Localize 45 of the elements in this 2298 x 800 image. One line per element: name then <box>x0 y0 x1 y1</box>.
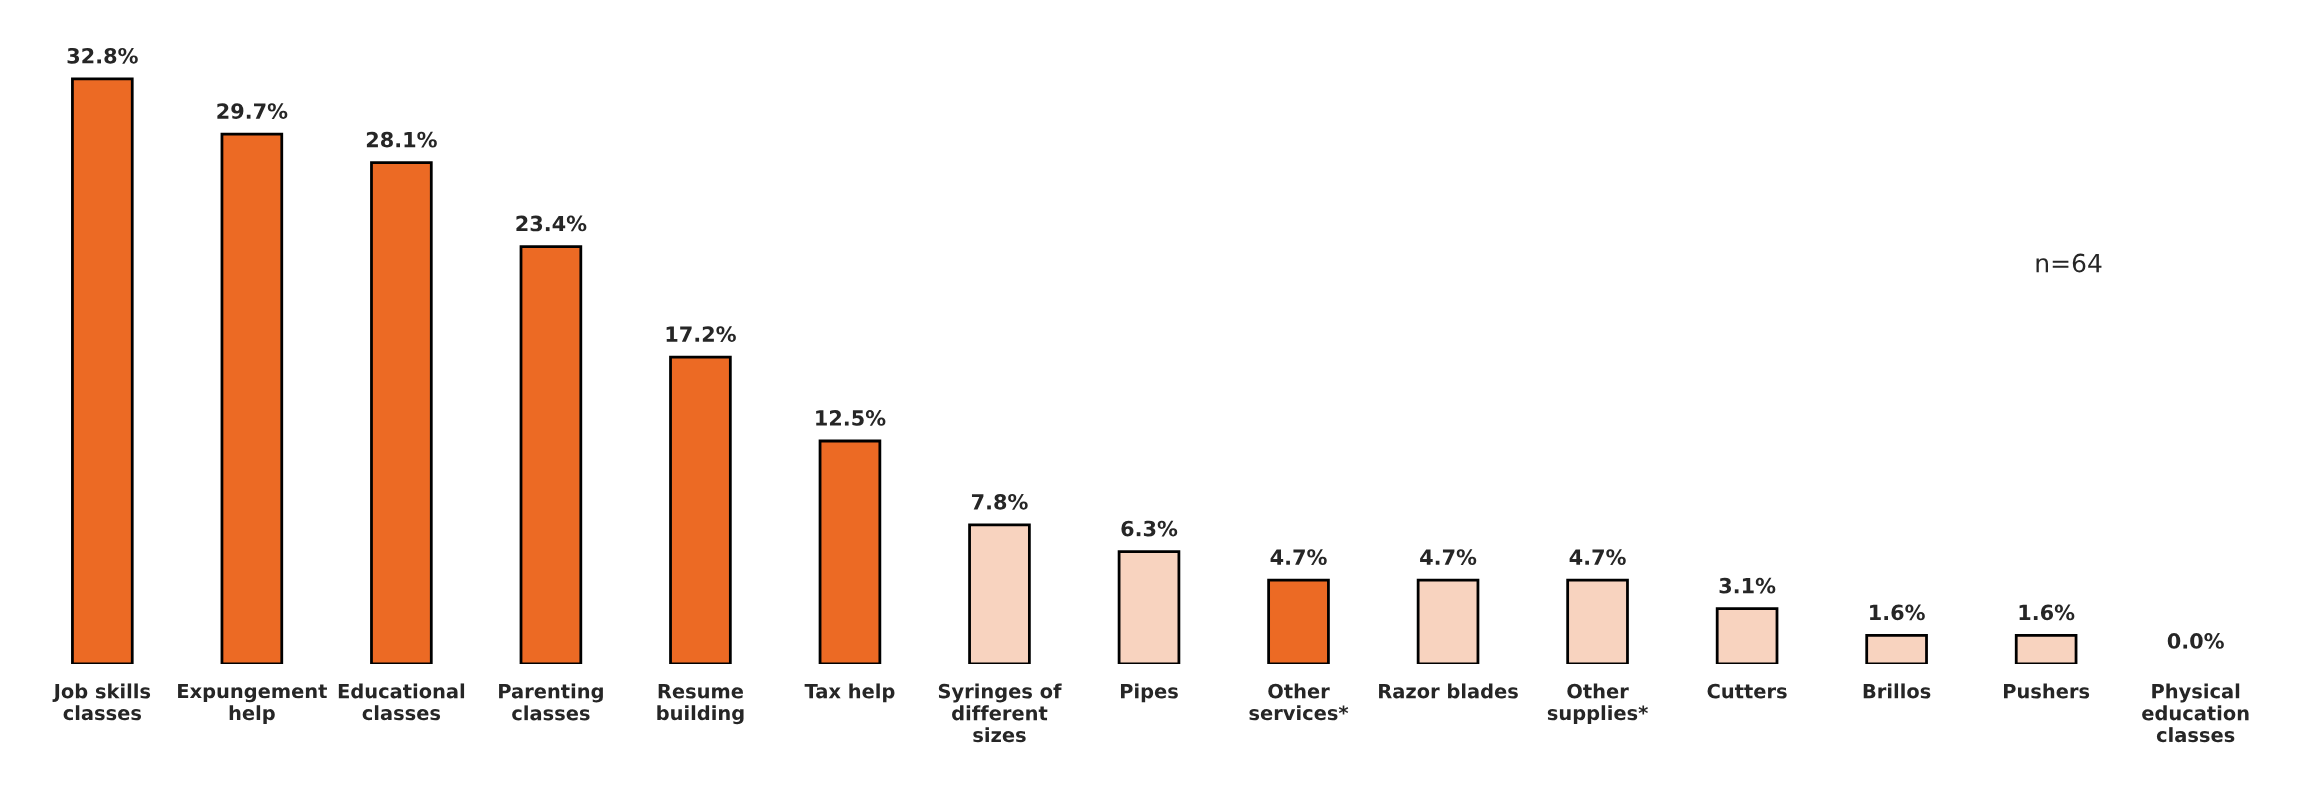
x-tick-label: Physical education classes <box>2142 683 2249 743</box>
data-label: 7.8% <box>971 493 1028 510</box>
bar <box>1267 578 1330 664</box>
data-label: 6.3% <box>1121 520 1178 537</box>
annotation: n=64 <box>2036 253 2102 273</box>
x-tick-label: Educational classes <box>338 683 465 721</box>
data-label: 1.6% <box>1870 604 1925 621</box>
bar <box>1865 634 1928 664</box>
x-tick-label: Parenting classes <box>499 683 603 721</box>
data-label: 4.7% <box>1569 549 1626 565</box>
bar <box>968 523 1031 664</box>
bar <box>71 77 134 664</box>
x-tick-label: Resume building <box>657 684 744 725</box>
bar <box>370 161 433 664</box>
x-tick-label: Razor blades <box>1379 683 1518 699</box>
bar <box>519 245 583 664</box>
x-tick-label: Other supplies* <box>1547 683 1648 725</box>
x-tick-label: Brillos <box>1863 683 1931 699</box>
bar <box>1117 550 1181 664</box>
x-tick-label: Tax help <box>804 683 895 703</box>
x-tick-label: Expungement help <box>178 683 327 725</box>
data-label: 0.0% <box>2167 633 2224 649</box>
data-label: 1.6% <box>2019 604 2075 621</box>
x-tick-label: Syringes of different sizes <box>938 683 1062 743</box>
bar <box>1416 578 1480 664</box>
bar <box>1715 607 1779 664</box>
bar <box>818 439 882 664</box>
x-tick-label: Job skills classes <box>52 683 151 721</box>
data-label: 12.5% <box>816 410 886 426</box>
data-label: 17.2% <box>666 326 736 342</box>
data-label: 4.7% <box>1420 549 1477 565</box>
x-tick-label: Pushers <box>2004 683 2090 699</box>
data-label: 28.1% <box>366 131 437 148</box>
data-label: 23.4% <box>516 215 587 232</box>
data-label: 4.7% <box>1270 549 1327 565</box>
x-tick-label: Cutters <box>1707 683 1787 699</box>
bar <box>220 132 284 664</box>
bar <box>2014 634 2078 664</box>
data-label: 32.8% <box>67 47 138 64</box>
data-label: 29.7% <box>217 103 288 119</box>
bar <box>669 355 732 664</box>
bar <box>1566 578 1629 664</box>
x-tick-label: Pipes <box>1120 683 1178 703</box>
data-label: 3.1% <box>1719 577 1776 594</box>
x-tick-label: Other services* <box>1249 683 1349 721</box>
